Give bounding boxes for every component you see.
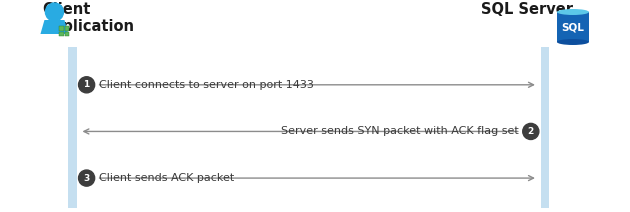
Circle shape <box>79 77 94 93</box>
Text: Server sends SYN packet with ACK flag set: Server sends SYN packet with ACK flag se… <box>281 126 518 137</box>
Text: 2: 2 <box>528 127 534 136</box>
Bar <box>65 26 69 31</box>
Text: SQL: SQL <box>561 22 585 32</box>
Text: Client connects to server on port 1433: Client connects to server on port 1433 <box>99 80 314 90</box>
Circle shape <box>45 3 64 21</box>
Text: Client sends ACK packet: Client sends ACK packet <box>99 173 234 183</box>
Circle shape <box>79 170 94 186</box>
Text: SQL Server: SQL Server <box>481 2 573 17</box>
Text: 3: 3 <box>84 174 89 183</box>
Text: Client
application: Client application <box>42 2 134 34</box>
Bar <box>557 12 589 42</box>
Polygon shape <box>40 20 69 34</box>
Bar <box>541 47 549 208</box>
Bar <box>65 32 69 36</box>
Bar <box>59 32 64 36</box>
Text: 1: 1 <box>84 80 89 89</box>
Bar <box>59 26 64 31</box>
Ellipse shape <box>557 9 589 15</box>
Circle shape <box>523 123 539 139</box>
Bar <box>69 47 77 208</box>
Ellipse shape <box>557 39 589 45</box>
